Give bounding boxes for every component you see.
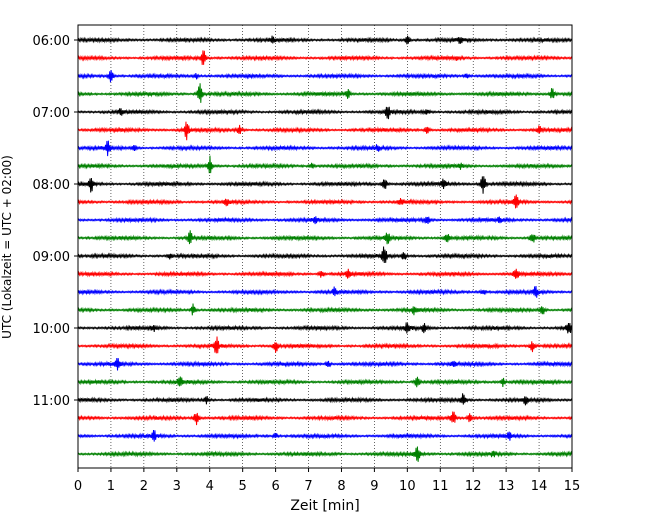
plot-border [77, 24, 573, 469]
trace-0630 [77, 70, 573, 83]
trace-0815 [77, 194, 573, 209]
trace-0700 [77, 106, 573, 120]
y-tick-label: 09:00 [33, 250, 70, 265]
trace-0715 [77, 121, 573, 141]
y-axis-label: UTC (Lokalzeit = UTC + 02:00) [0, 155, 14, 339]
x-tick-label: 13 [498, 479, 515, 494]
x-tick-label: 4 [206, 479, 214, 494]
trace-1130 [77, 429, 573, 442]
trace-1115 [77, 411, 573, 426]
trace-0915 [77, 268, 573, 279]
x-tick-label: 6 [271, 479, 279, 494]
x-tick-label: 0 [74, 479, 82, 494]
trace-0615 [77, 50, 573, 65]
y-axis-ticks: 06:00 07:00 08:00 09:00 10:00 11:00 [33, 34, 78, 409]
x-tick-label: 10 [399, 479, 416, 494]
y-tick-label: 07:00 [33, 106, 70, 121]
x-axis-label: Zeit [min] [290, 498, 359, 514]
trace-0730 [77, 140, 573, 157]
x-tick-label: 2 [140, 479, 148, 494]
trace-1030 [77, 357, 573, 371]
trace-0600 [77, 35, 573, 45]
trace-1000 [77, 322, 573, 334]
trace-0800 [77, 176, 573, 194]
x-tick-label: 11 [432, 479, 449, 494]
x-tick-label: 5 [239, 479, 247, 494]
x-tick-label: 7 [304, 479, 312, 494]
trace-0900 [77, 246, 573, 264]
y-tick-label: 11:00 [33, 394, 70, 409]
x-tick-label: 9 [370, 479, 378, 494]
trace-0845 [77, 230, 573, 245]
trace-1015 [77, 336, 573, 354]
trace-0945 [77, 303, 573, 316]
trace-0830 [77, 216, 573, 225]
x-tick-label: 1 [107, 479, 115, 494]
trace-0645 [77, 83, 573, 103]
x-axis-ticks: 0 1 2 3 4 5 6 7 8 9 10 11 12 13 14 15 [74, 468, 580, 494]
x-tick-label: 14 [531, 479, 548, 494]
trace-1145 [77, 446, 573, 462]
trace-1100 [77, 393, 573, 406]
trace-1045 [77, 376, 573, 388]
grid-lines [110, 25, 540, 468]
trace-0930 [77, 285, 573, 298]
plot-frame [78, 25, 572, 468]
x-tick-label: 8 [337, 479, 345, 494]
x-tick-label: 12 [465, 479, 482, 494]
trace-group [77, 35, 573, 462]
trace-0745 [77, 155, 573, 174]
y-tick-label: 08:00 [33, 178, 70, 193]
x-tick-label: 15 [564, 479, 581, 494]
y-tick-label: 10:00 [33, 322, 70, 337]
x-tick-label: 3 [173, 479, 181, 494]
y-tick-label: 06:00 [33, 34, 70, 49]
